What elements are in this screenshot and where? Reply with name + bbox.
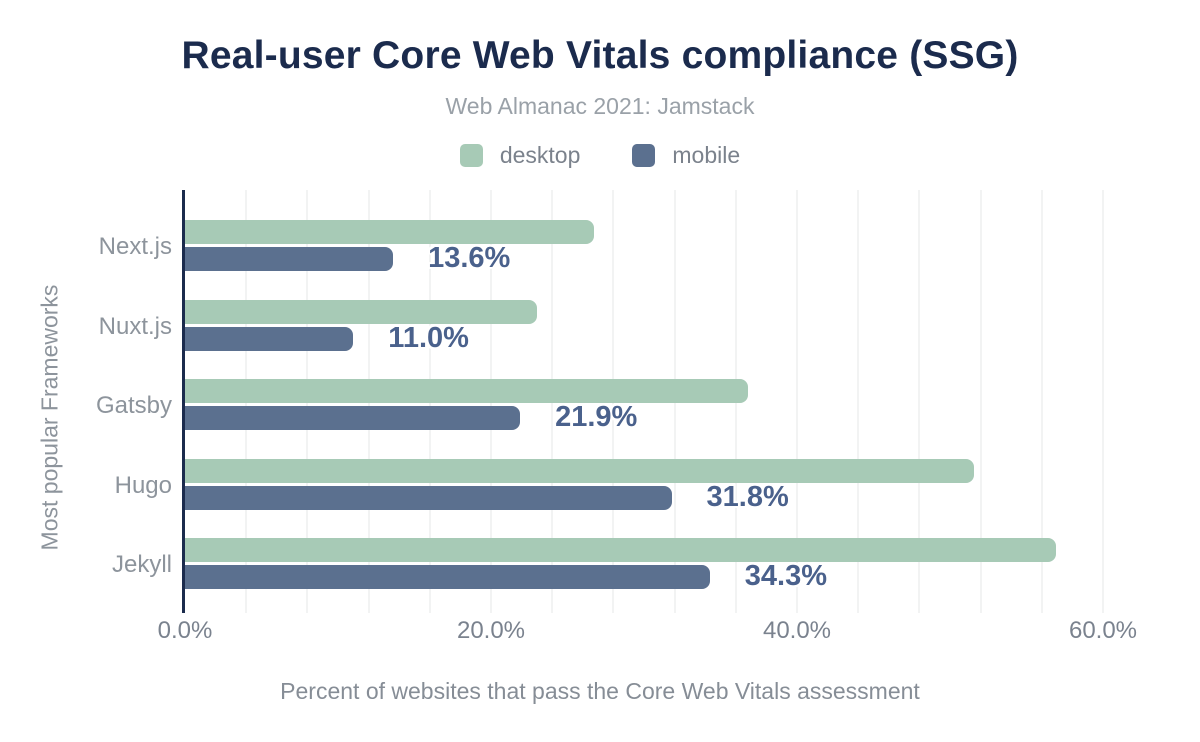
gridline-48pct [918, 190, 921, 613]
category-label-nuxtjs: Nuxt.js [98, 312, 172, 340]
bar-desktop-nextjs [185, 220, 594, 244]
data-label-mobile-nextjs: 13.6% [428, 242, 511, 274]
bar-mobile-nextjs [185, 247, 394, 271]
data-label-mobile-nuxtjs: 11.0% [388, 321, 469, 354]
x-tick-0.0pct: 0.0% [157, 617, 213, 644]
plot-area: 13.6% 11.0% 21.9% 31.8% 34.3% [185, 190, 1104, 613]
bar-mobile-jekyll [185, 565, 710, 589]
y-axis-line [182, 190, 185, 613]
data-label-mobile-jekyll: 34.3% [744, 560, 828, 592]
gridline-44pct [857, 190, 860, 613]
data-label-mobile-hugo: 31.8% [706, 480, 789, 513]
gridline-56pct [1040, 190, 1043, 613]
x-axis-title: Percent of websites that pass the Core W… [280, 678, 920, 704]
desktop-swatch-icon [459, 144, 483, 167]
gridline-40pct [796, 190, 798, 613]
legend-item-desktop: desktop [459, 142, 581, 169]
legend-label-desktop: desktop [499, 142, 581, 168]
gridline-52pct [979, 190, 982, 613]
x-tick-40.0pct: 40.0% [762, 617, 832, 644]
category-label-jekyll: Jekyll [111, 551, 172, 578]
bar-desktop-gatsby [185, 379, 749, 403]
bar-mobile-nuxtjs [185, 326, 354, 351]
mobile-swatch-icon [632, 144, 656, 167]
bar-desktop-hugo [185, 458, 975, 483]
gridline-60pct [1102, 190, 1104, 613]
legend: desktop mobile [0, 142, 1200, 169]
chart-title: Real-user Core Web Vitals compliance (SS… [181, 34, 1019, 77]
category-label-nextjs: Next.js [98, 233, 172, 260]
legend-label-mobile: mobile [672, 142, 741, 168]
bar-mobile-hugo [185, 485, 672, 510]
x-tick-20.0pct: 20.0% [456, 617, 526, 644]
bar-desktop-nuxtjs [185, 299, 537, 324]
category-label-hugo: Hugo [114, 471, 172, 499]
x-tick-60.0pct: 60.0% [1068, 617, 1138, 644]
bar-desktop-jekyll [185, 538, 1056, 562]
bar-mobile-gatsby [185, 406, 521, 430]
chart-subtitle: Web Almanac 2021: Jamstack [445, 93, 755, 119]
category-label-gatsby: Gatsby [95, 392, 172, 419]
legend-item-mobile: mobile [632, 142, 740, 169]
data-label-mobile-gatsby: 21.9% [555, 401, 638, 433]
